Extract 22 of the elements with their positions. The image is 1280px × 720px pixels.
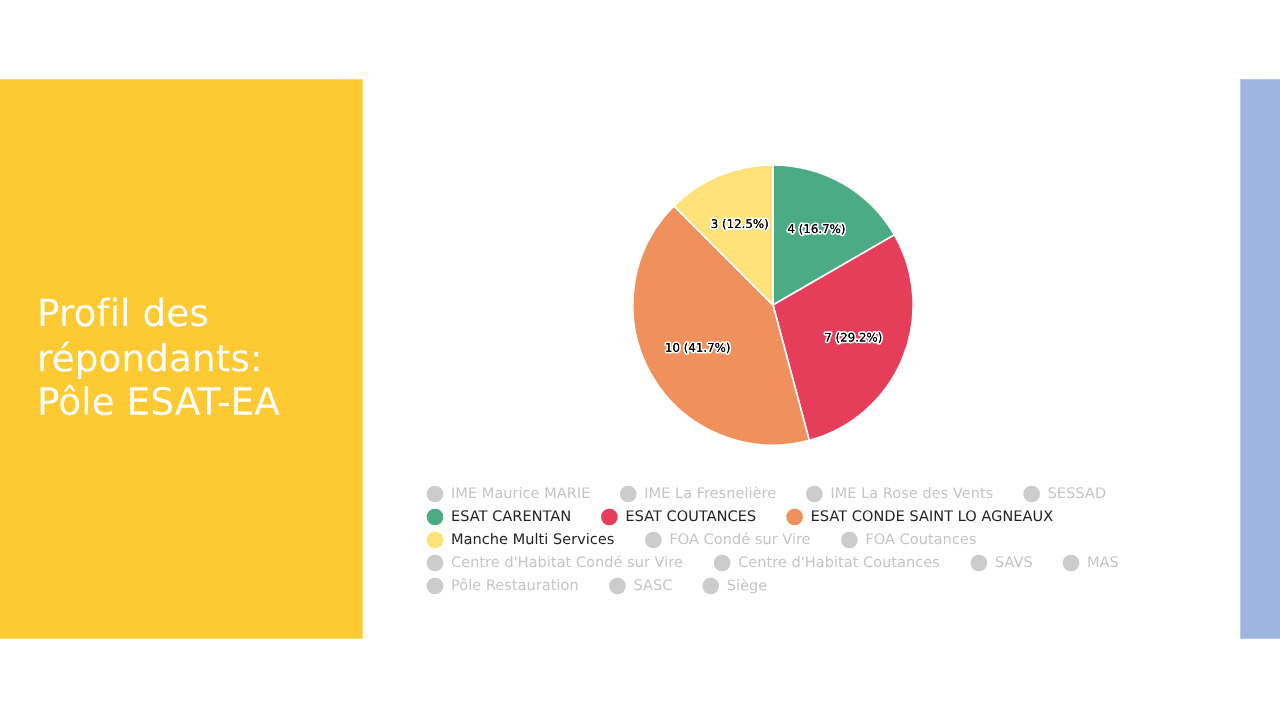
- legend-label: SESSAD: [1048, 487, 1106, 499]
- data-label: 10 (41.7%): [666, 342, 730, 354]
- legend-label: IME Maurice MARIE: [452, 486, 590, 499]
- legend-label: Centre d'Habitat Condé sur Vire: [451, 555, 683, 568]
- legend-label: IME La Rose des Vents: [831, 486, 993, 499]
- data-label: 4 (16.7%): [788, 224, 845, 235]
- legend-label: Siège: [727, 578, 767, 594]
- legend-label: FOA Condé sur Vire: [670, 532, 810, 545]
- legend-label: FOA Coutances: [866, 533, 976, 545]
- text: Profil des répondants: Pôle ESAT-EA: [40, 297, 280, 416]
- legend-label: ESAT CARENTAN: [452, 510, 570, 522]
- legend-label: ESAT COUTANCES: [626, 510, 756, 522]
- data-label: 3 (12.5%): [711, 219, 768, 230]
- legend-label: MAS: [1088, 556, 1118, 568]
- legend-label: Pôle Restauration: [452, 578, 578, 591]
- legend-label: IME La Fresnelière: [645, 486, 776, 499]
- legend-label: Manche Multi Services: [452, 532, 614, 545]
- legend-label: Centre d'Habitat Coutances: [738, 555, 940, 568]
- legend-label: SAVS: [995, 556, 1032, 568]
- data-label: 7 (29.2%): [825, 332, 882, 344]
- legend-label: SASC: [634, 579, 672, 591]
- legend-label: ESAT CONDE SAINT LO AGNEAUX: [812, 510, 1053, 522]
